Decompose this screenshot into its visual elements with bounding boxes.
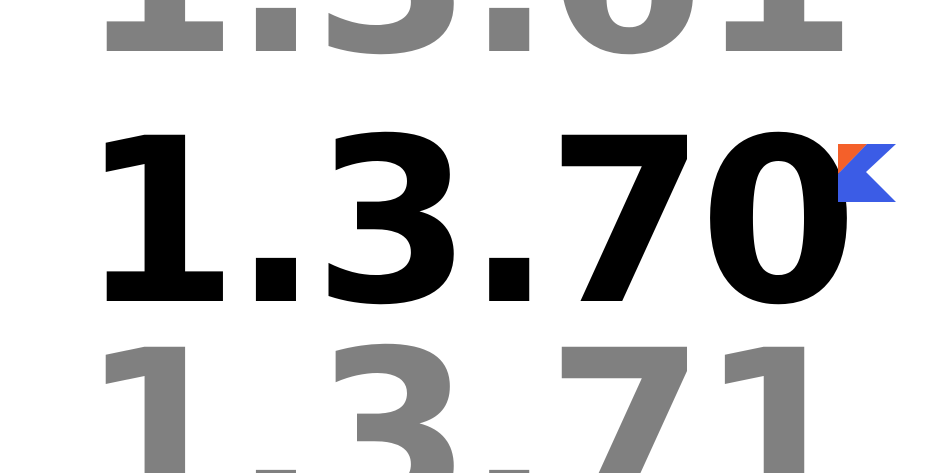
next-version-number: 1.3.71 [80,301,858,473]
previous-version-number: 1.3.61 [80,0,858,86]
kotlin-logo-blue-part [838,144,896,202]
kotlin-logo-icon [838,144,896,202]
current-version-number: 1.3.70 [80,89,858,355]
